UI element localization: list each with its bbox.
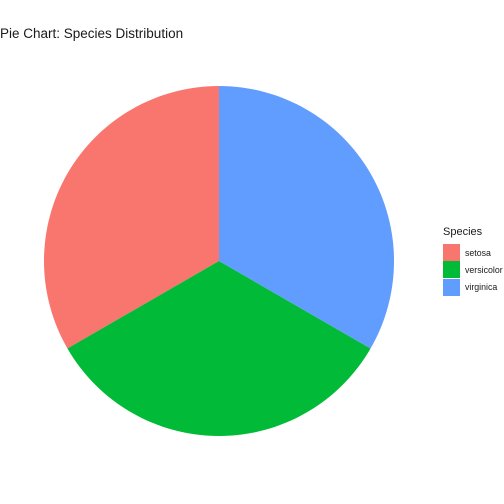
legend-label-virginica: virginica: [465, 282, 498, 293]
legend-items: setosa versicolor virginica: [443, 244, 503, 296]
legend-item-versicolor: versicolor: [443, 261, 503, 279]
legend-title: Species: [443, 226, 483, 238]
legend-label-versicolor: versicolor: [465, 264, 503, 275]
legend-swatch-versicolor: [443, 261, 460, 279]
legend-item-setosa: setosa: [443, 244, 503, 262]
legend-item-virginica: virginica: [443, 278, 503, 296]
legend-label-setosa: setosa: [465, 247, 491, 258]
chart-title: Pie Chart: Species Distribution: [0, 26, 184, 41]
legend-swatch-virginica: [443, 278, 460, 296]
pie-slice-virginica: [219, 86, 394, 349]
legend: Species setosa versicolor virginica: [443, 226, 503, 296]
pie-slice-setosa: [44, 86, 220, 349]
legend-swatch-setosa: [443, 244, 460, 262]
